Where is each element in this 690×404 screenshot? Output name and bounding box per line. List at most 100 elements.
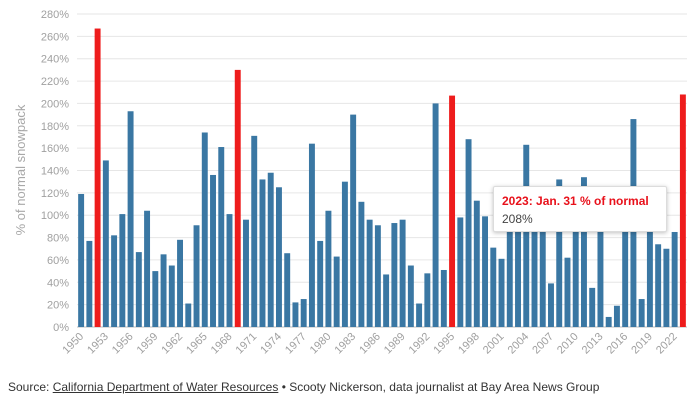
bar-1953[interactable] bbox=[102, 160, 109, 327]
bar-2021[interactable] bbox=[663, 248, 670, 327]
bar-2009[interactable] bbox=[564, 257, 571, 327]
bar-1978[interactable] bbox=[308, 143, 315, 327]
bar-2003[interactable] bbox=[515, 231, 521, 327]
bar-1974[interactable] bbox=[275, 187, 282, 327]
bar-1960[interactable] bbox=[160, 254, 167, 327]
bar-1977[interactable] bbox=[300, 299, 307, 327]
bar-1988[interactable] bbox=[391, 223, 398, 327]
snowpack-bar-chart: 0% 20% 40% 60% 80% 100% 120% 140% 160% 180% 200% 22… bbox=[13, 9, 687, 357]
x-tick-label: 1965 bbox=[184, 331, 210, 357]
bar-1973[interactable] bbox=[267, 172, 274, 327]
x-tick-label: 1992 bbox=[407, 331, 433, 357]
bar-1994[interactable] bbox=[440, 269, 447, 327]
bar-1980[interactable] bbox=[325, 210, 332, 327]
bar-2016[interactable] bbox=[622, 231, 629, 327]
source-link[interactable]: California Department of Water Resources bbox=[52, 380, 279, 394]
bar-1998[interactable] bbox=[473, 200, 480, 327]
bar-1951[interactable] bbox=[86, 240, 93, 327]
y-tick-label: 240% bbox=[41, 54, 69, 66]
x-tick-label: 1986 bbox=[357, 331, 383, 357]
footer-credit: • Scooty Nickerson, data journalist at B… bbox=[278, 380, 600, 394]
bar-1956[interactable] bbox=[127, 111, 134, 327]
bar-2002[interactable] bbox=[506, 231, 513, 327]
x-tick-label: 1968 bbox=[209, 331, 235, 357]
x-tick-label: 1959 bbox=[135, 331, 161, 357]
source-prefix: Source: bbox=[8, 380, 53, 394]
bar-2018[interactable] bbox=[638, 299, 645, 327]
bar-1967[interactable] bbox=[218, 147, 225, 327]
bar-2007[interactable] bbox=[548, 283, 554, 327]
y-axis: 0% 20% 40% 60% 80% 100% 120% 140% 160% 180% 200% 22… bbox=[41, 9, 69, 334]
bar-1984[interactable] bbox=[358, 201, 365, 327]
bar-1958[interactable] bbox=[144, 210, 151, 327]
x-tick-label: 1950 bbox=[60, 331, 86, 357]
bar-2000[interactable] bbox=[490, 247, 497, 327]
bar-1952[interactable] bbox=[94, 28, 101, 328]
bar-1985[interactable] bbox=[366, 219, 373, 327]
y-tick-label: 80% bbox=[47, 233, 69, 245]
y-axis-label: % of normal snowpack bbox=[13, 104, 28, 235]
bar-1972[interactable] bbox=[259, 179, 266, 327]
bar-1993[interactable] bbox=[432, 103, 439, 327]
bar-2011[interactable] bbox=[580, 177, 587, 327]
x-tick-label: 2013 bbox=[580, 331, 606, 357]
bar-1954[interactable] bbox=[111, 235, 118, 327]
bar-1950[interactable] bbox=[78, 193, 85, 327]
bar-1971[interactable] bbox=[251, 135, 258, 327]
bar-1999[interactable] bbox=[482, 216, 489, 327]
bar-1970[interactable] bbox=[243, 219, 249, 327]
bar-1964[interactable] bbox=[193, 225, 200, 327]
bar-2014[interactable] bbox=[605, 316, 612, 327]
x-tick-label: 1956 bbox=[110, 331, 136, 357]
bar-2012[interactable] bbox=[589, 287, 596, 327]
y-tick-label: 160% bbox=[41, 143, 69, 155]
bar-1979[interactable] bbox=[317, 240, 324, 327]
bar-1968[interactable] bbox=[226, 214, 233, 327]
bar-2023[interactable] bbox=[679, 94, 686, 327]
bar-1992[interactable] bbox=[424, 273, 431, 327]
bar-1989[interactable] bbox=[399, 219, 406, 327]
bar-1955[interactable] bbox=[119, 214, 126, 327]
bar-1983[interactable] bbox=[350, 114, 357, 327]
bar-1976[interactable] bbox=[292, 302, 299, 327]
y-tick-label: 100% bbox=[41, 210, 69, 222]
y-tick-label: 120% bbox=[41, 188, 69, 200]
y-tick-label: 20% bbox=[47, 300, 69, 312]
x-tick-label: 1953 bbox=[85, 331, 111, 357]
bar-1981[interactable] bbox=[333, 256, 340, 327]
x-tick-label: 1974 bbox=[258, 331, 284, 357]
bar-1962[interactable] bbox=[177, 239, 184, 327]
bar-2001[interactable] bbox=[498, 258, 505, 327]
x-tick-label: 2010 bbox=[555, 331, 581, 357]
bar-2022[interactable] bbox=[671, 231, 678, 327]
bar-2004[interactable] bbox=[523, 144, 530, 327]
bar-2010[interactable] bbox=[572, 220, 579, 327]
bar-1986[interactable] bbox=[374, 225, 381, 327]
bar-1990[interactable] bbox=[407, 265, 414, 327]
y-tick-label: 0% bbox=[53, 322, 69, 334]
bar-1969[interactable] bbox=[234, 69, 241, 328]
bar-2006[interactable] bbox=[539, 231, 546, 327]
bar-2019[interactable] bbox=[646, 231, 653, 327]
bar-1965[interactable] bbox=[201, 132, 208, 327]
bar-1996[interactable] bbox=[457, 217, 464, 327]
bar-2013[interactable] bbox=[597, 231, 604, 327]
bar-1991[interactable] bbox=[416, 303, 423, 327]
bar-2008[interactable] bbox=[556, 179, 563, 327]
x-tick-label: 1962 bbox=[159, 331, 185, 357]
bar-1987[interactable] bbox=[383, 274, 390, 327]
bar-1966[interactable] bbox=[210, 174, 216, 327]
bar-1995[interactable] bbox=[449, 95, 456, 327]
bar-1957[interactable] bbox=[135, 252, 142, 327]
bar-2020[interactable] bbox=[655, 244, 662, 327]
bar-1975[interactable] bbox=[284, 253, 291, 327]
bar-1961[interactable] bbox=[168, 265, 175, 327]
x-tick-label: 1998 bbox=[456, 331, 482, 357]
bar-1963[interactable] bbox=[185, 303, 192, 327]
bar-1982[interactable] bbox=[341, 181, 348, 327]
bar-1959[interactable] bbox=[152, 271, 159, 327]
bar-2005[interactable] bbox=[531, 230, 538, 327]
bar-2015[interactable] bbox=[613, 305, 620, 327]
x-tick-label: 1980 bbox=[308, 331, 334, 357]
bar-1997[interactable] bbox=[465, 139, 472, 327]
